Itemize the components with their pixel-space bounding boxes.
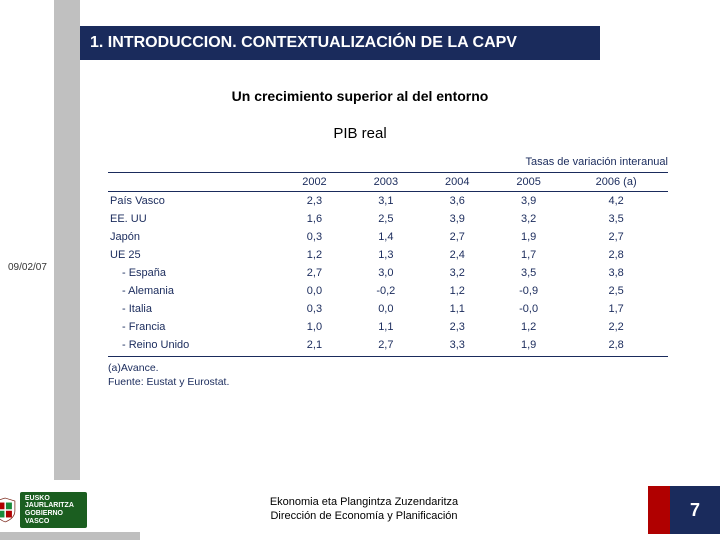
table-cell: - Alemania: [108, 282, 279, 300]
table-cell: 2,7: [564, 228, 668, 246]
page-number: 7: [670, 486, 720, 534]
table-cell: 1,1: [350, 318, 421, 336]
table-cell: 1,7: [493, 246, 564, 264]
footer-logo-area: EUSKO JAURLARITZA GOBIERNO VASCO: [0, 492, 80, 529]
table-unit-label: Tasas de variación interanual: [108, 156, 668, 172]
table-cell: 3,2: [493, 210, 564, 228]
table-column-header: 2003: [350, 173, 421, 192]
table-cell: 1,7: [564, 300, 668, 318]
table-column-header: [108, 173, 279, 192]
table-cell: 1,4: [350, 228, 421, 246]
gobierno-vasco-text: EUSKO JAURLARITZA GOBIERNO VASCO: [20, 492, 87, 529]
section-title-bar: 1. INTRODUCCION. CONTEXTUALIZACIÓN DE LA…: [80, 26, 600, 60]
table-cell: EE. UU: [108, 210, 279, 228]
table-cell: 2,7: [422, 228, 493, 246]
table-row: UE 251,21,32,41,72,8: [108, 246, 668, 264]
table-cell: - Italia: [108, 300, 279, 318]
table-cell: 1,0: [279, 318, 350, 336]
table-row: - Francia1,01,12,31,22,2: [108, 318, 668, 336]
table-cell: 3,5: [564, 210, 668, 228]
table-cell: 3,8: [564, 264, 668, 282]
table-cell: 1,3: [350, 246, 421, 264]
data-table: 20022003200420052006 (a) País Vasco2,33,…: [108, 172, 668, 354]
table-column-header: 2006 (a): [564, 173, 668, 192]
table-column-header: 2004: [422, 173, 493, 192]
table-cell: - Reino Unido: [108, 336, 279, 354]
table-cell: 0,0: [279, 282, 350, 300]
table-cell: 2,7: [350, 336, 421, 354]
table-cell: 3,5: [493, 264, 564, 282]
table-cell: 1,2: [422, 282, 493, 300]
chart-title: PIB real: [0, 125, 720, 142]
table-cell: 2,7: [279, 264, 350, 282]
table-cell: 1,9: [493, 336, 564, 354]
table-cell: Japón: [108, 228, 279, 246]
table-cell: 3,9: [422, 210, 493, 228]
table-cell: - España: [108, 264, 279, 282]
table-row: - España2,73,03,23,53,8: [108, 264, 668, 282]
table-cell: 2,5: [350, 210, 421, 228]
table-row: - Alemania0,0-0,21,2-0,92,5: [108, 282, 668, 300]
table-cell: 3,0: [350, 264, 421, 282]
subtitle: Un crecimiento superior al del entorno: [0, 88, 720, 104]
table-cell: 2,5: [564, 282, 668, 300]
table-cell: 2,8: [564, 336, 668, 354]
table-cell: -0,2: [350, 282, 421, 300]
table-container: Tasas de variación interanual 2002200320…: [108, 156, 668, 389]
table-cell: 2,4: [422, 246, 493, 264]
table-cell: País Vasco: [108, 192, 279, 211]
table-cell: 2,3: [279, 192, 350, 211]
footnote-source: Fuente: Eustat y Eurostat.: [108, 375, 668, 389]
table-row: EE. UU1,62,53,93,23,5: [108, 210, 668, 228]
table-cell: 1,9: [493, 228, 564, 246]
table-cell: 3,1: [350, 192, 421, 211]
table-row: - Italia0,30,01,1-0,01,7: [108, 300, 668, 318]
footnote-avance: (a)Avance.: [108, 361, 668, 375]
slide-footer: EUSKO JAURLARITZA GOBIERNO VASCO Ekonomi…: [0, 480, 720, 540]
table-cell: 1,6: [279, 210, 350, 228]
table-cell: 2,8: [564, 246, 668, 264]
table-cell: 2,1: [279, 336, 350, 354]
table-cell: 2,2: [564, 318, 668, 336]
table-cell: 3,3: [422, 336, 493, 354]
table-bottom-rule: [108, 356, 668, 357]
table-cell: UE 25: [108, 246, 279, 264]
dept-line-es: Dirección de Economía y Planificación: [80, 510, 648, 524]
footer-gray-strip: [0, 532, 140, 540]
table-cell: 3,2: [422, 264, 493, 282]
table-column-header: 2005: [493, 173, 564, 192]
table-column-header: 2002: [279, 173, 350, 192]
table-cell: 0,3: [279, 300, 350, 318]
table-cell: 2,3: [422, 318, 493, 336]
dept-line-eu: Ekonomia eta Plangintza Zuzendaritza: [80, 496, 648, 510]
table-cell: 1,1: [422, 300, 493, 318]
table-row: - Reino Unido2,12,73,31,92,8: [108, 336, 668, 354]
footer-red-block: [648, 486, 670, 534]
table-row: Japón0,31,42,71,92,7: [108, 228, 668, 246]
table-cell: 0,3: [279, 228, 350, 246]
footer-department: Ekonomia eta Plangintza Zuzendaritza Dir…: [80, 496, 648, 524]
table-cell: 4,2: [564, 192, 668, 211]
table-cell: 3,6: [422, 192, 493, 211]
table-row: País Vasco2,33,13,63,94,2: [108, 192, 668, 211]
table-cell: 1,2: [493, 318, 564, 336]
section-title: 1. INTRODUCCION. CONTEXTUALIZACIÓN DE LA…: [90, 34, 517, 52]
side-date: 09/02/07: [8, 262, 47, 273]
table-footnotes: (a)Avance. Fuente: Eustat y Eurostat.: [108, 361, 668, 389]
table-cell: -0,0: [493, 300, 564, 318]
table-cell: 0,0: [350, 300, 421, 318]
table-cell: 1,2: [279, 246, 350, 264]
table-cell: -0,9: [493, 282, 564, 300]
table-cell: - Francia: [108, 318, 279, 336]
left-gray-column: [54, 0, 80, 480]
gobierno-vasco-shield-icon: [0, 493, 16, 527]
table-cell: 3,9: [493, 192, 564, 211]
